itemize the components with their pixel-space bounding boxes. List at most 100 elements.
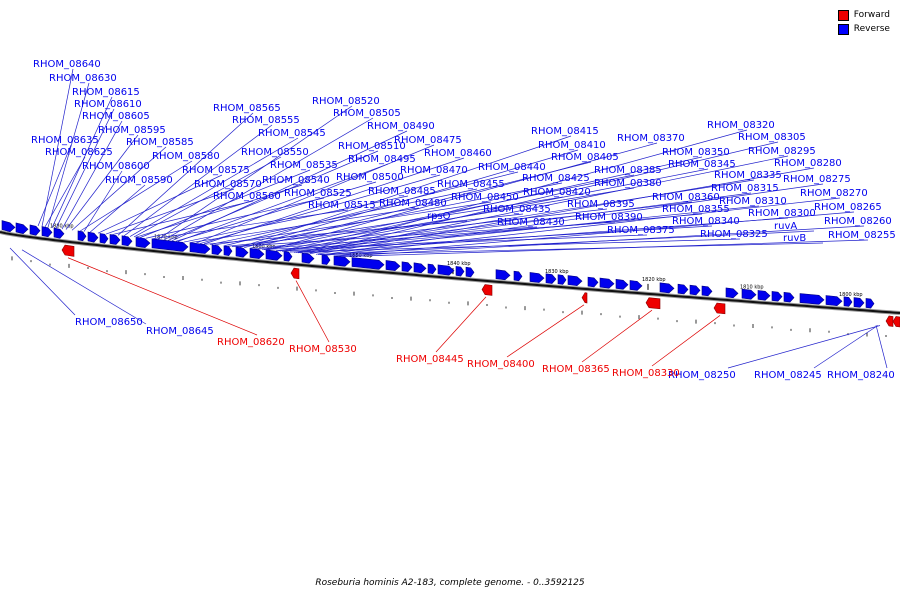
label-leader bbox=[135, 184, 303, 238]
gene-label-reverse: RHOM_08635 bbox=[31, 135, 99, 146]
label-leader bbox=[163, 117, 374, 241]
label-leader bbox=[171, 130, 408, 242]
label-leader bbox=[167, 150, 379, 241]
gene-label-forward: RHOM_08530 bbox=[289, 344, 357, 355]
reverse-gene-arrow bbox=[135, 236, 151, 248]
reverse-gene-arrow bbox=[629, 280, 643, 291]
gene-label-reverse: RHOM_08650 bbox=[75, 317, 143, 328]
label-leader bbox=[157, 105, 353, 240]
label-leader bbox=[117, 112, 254, 236]
label-leader bbox=[506, 304, 585, 358]
label-leader bbox=[89, 184, 146, 233]
gene-label-reverse: RHOM_08470 bbox=[400, 165, 468, 176]
gene-label-reverse: RHOM_08500 bbox=[336, 172, 404, 183]
label-leader bbox=[813, 325, 879, 369]
forward-gene-arrow bbox=[713, 302, 726, 315]
reverse-gene-arrow bbox=[385, 260, 401, 271]
gene-label-reverse: RHOM_08305 bbox=[738, 132, 806, 143]
gene-label-reverse: RHOM_08545 bbox=[258, 128, 326, 139]
label-leader bbox=[9, 247, 76, 316]
gene-label-reverse: RHOM_08355 bbox=[662, 204, 730, 215]
gene-label-reverse: RHOM_08390 bbox=[575, 212, 643, 223]
gene-label-reverse: RHOM_08405 bbox=[551, 152, 619, 163]
label-leader bbox=[321, 183, 824, 256]
axis-tick-label: 1820 kbp bbox=[642, 277, 666, 283]
label-leader bbox=[195, 144, 435, 244]
reverse-gene-arrow bbox=[843, 296, 853, 307]
gene-label-reverse: RHOM_08345 bbox=[668, 159, 736, 170]
gene-label-reverse: RHOM_08485 bbox=[368, 186, 436, 197]
reverse-gene-arrow bbox=[211, 244, 223, 256]
reverse-gene-arrow bbox=[351, 257, 385, 270]
reverse-gene-arrow bbox=[109, 234, 121, 245]
reverse-gene-arrow bbox=[465, 266, 475, 278]
label-leader bbox=[123, 124, 273, 237]
legend-item-reverse: Reverse bbox=[837, 22, 890, 36]
label-leader bbox=[199, 174, 441, 244]
reverse-gene-arrow bbox=[757, 290, 771, 301]
gene-label-reverse: RHOM_08540 bbox=[262, 175, 330, 186]
reverse-gene-arrow bbox=[495, 269, 511, 281]
reverse-gene-arrow bbox=[701, 285, 713, 297]
label-leader bbox=[267, 142, 658, 251]
gene-labels: RHOM_08640 RHOM_08630 RHOM_08615RHOM_08610… bbox=[31, 59, 896, 381]
reverse-gene-arrow bbox=[15, 222, 29, 235]
label-leader bbox=[341, 239, 869, 257]
reverse-gene-arrow bbox=[689, 284, 701, 296]
gene-label-reverse: RHOM_08320 bbox=[707, 120, 775, 131]
gene-label-reverse: RHOM_08240 bbox=[827, 370, 895, 381]
label-leader bbox=[44, 156, 86, 228]
label-leader bbox=[145, 197, 325, 239]
label-leader bbox=[97, 174, 223, 234]
label-leader bbox=[297, 205, 760, 254]
gene-label-reverse: RHOM_08505 bbox=[333, 108, 401, 119]
label-leader bbox=[47, 82, 90, 228]
reverse-gene-arrow bbox=[249, 247, 265, 259]
gene-label-reverse: RHOM_08265 bbox=[814, 202, 882, 213]
gene-label-reverse: RHOM_08630 bbox=[49, 73, 117, 84]
label-leader bbox=[293, 179, 755, 253]
legend-item-forward: Forward bbox=[837, 8, 890, 22]
gene-label-reverse: ruvA bbox=[774, 221, 797, 232]
label-leader bbox=[65, 134, 139, 230]
gene-label-reverse: RHOM_08245 bbox=[754, 370, 822, 381]
forward-gene-arrow bbox=[645, 297, 661, 310]
label-leader bbox=[83, 170, 123, 232]
gene-label-reverse: RHOM_08325 bbox=[700, 229, 768, 240]
gene-label-reverse: RHOM_08600 bbox=[82, 161, 150, 172]
reverse-gene-arrow bbox=[333, 255, 351, 267]
reverse-gene-arrow bbox=[545, 273, 557, 284]
gene-label-reverse: RHOM_08250 bbox=[668, 370, 736, 381]
axis-tick-label: 1810 kbp bbox=[740, 284, 764, 290]
label-leader bbox=[213, 201, 492, 246]
gene-label-reverse: RHOM_08480 bbox=[379, 198, 447, 209]
gene-label-reverse: RHOM_08315 bbox=[711, 183, 779, 194]
gene-label-reverse: RHOM_08450 bbox=[451, 192, 519, 203]
reverse-gene-arrow bbox=[29, 224, 41, 236]
axis-tick-label: 1860 kbp bbox=[252, 244, 276, 250]
gene-label-reverse: RHOM_08260 bbox=[824, 216, 892, 227]
reverse-gene-arrow bbox=[853, 297, 865, 308]
gene-label-reverse: RHOM_08625 bbox=[45, 147, 113, 158]
label-leader bbox=[67, 257, 258, 336]
gene-label-reverse: RHOM_08310 bbox=[719, 196, 787, 207]
label-leader bbox=[71, 146, 167, 231]
gene-label-forward: RHOM_08400 bbox=[467, 359, 535, 370]
gene-label-reverse: RHOM_08475 bbox=[394, 135, 462, 146]
gene-label-reverse: RHOM_08255 bbox=[828, 230, 896, 241]
gene-label-reverse: RHOM_08340 bbox=[672, 216, 740, 227]
label-leader bbox=[435, 296, 487, 353]
reverse-gene-arrow bbox=[321, 254, 331, 265]
forward-gene-arrow bbox=[581, 292, 588, 304]
gene-label-reverse: RHOM_08425 bbox=[522, 173, 590, 184]
label-leader bbox=[279, 156, 703, 252]
label-leader bbox=[231, 226, 538, 247]
label-leader bbox=[333, 211, 855, 257]
gene-label-reverse: RHOM_08295 bbox=[748, 146, 816, 157]
gene-label-reverse: RHOM_08645 bbox=[146, 326, 214, 337]
gene-label-reverse: RHOM_08385 bbox=[594, 165, 662, 176]
gene-label-reverse: RHOM_08370 bbox=[617, 133, 685, 144]
label-leader bbox=[175, 181, 377, 242]
label-leader bbox=[203, 157, 465, 245]
reverse-gene-arrow bbox=[437, 264, 455, 276]
